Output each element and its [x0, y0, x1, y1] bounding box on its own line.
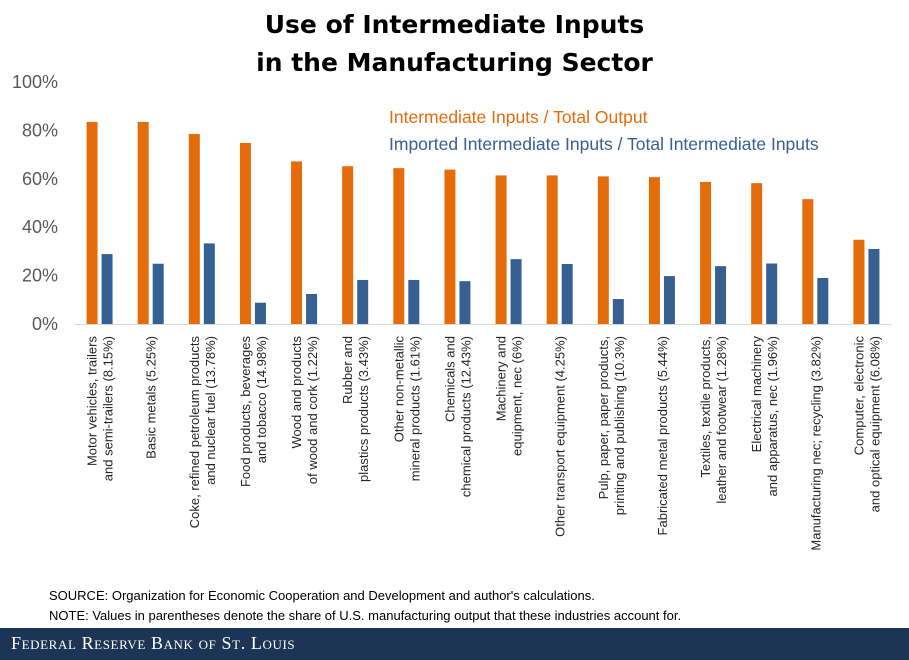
x-category-label: Rubber and [340, 336, 355, 404]
x-category-label: Food products, beverages [238, 336, 253, 488]
footer-bar: Federal Reserve Bank of St. Louis [0, 628, 909, 660]
y-tick-label: 80% [22, 120, 58, 140]
bar-intermediate-inputs [546, 175, 558, 324]
x-category-label: equipment, nec (6%) [510, 336, 525, 456]
y-tick-label: 0% [32, 314, 58, 334]
x-category-label: of wood and cork (1.22%) [305, 336, 320, 484]
x-category-label: printing and publishing (10.3%) [612, 336, 627, 515]
bar-intermediate-inputs [188, 134, 200, 324]
bar-imported-intermediate-inputs [203, 243, 215, 324]
bar-intermediate-inputs [86, 121, 98, 325]
chart-title-line-1: Use of Intermediate Inputs [264, 10, 645, 39]
x-category-label: Chemicals and [442, 336, 457, 422]
x-category-label: Fabricated metal products (5.44%) [655, 336, 670, 535]
x-category-label: Manufacturing nec; recycling (3.82%) [808, 336, 823, 551]
bar-imported-intermediate-inputs [561, 263, 573, 324]
bar-intermediate-inputs [291, 161, 303, 324]
bar-intermediate-inputs [700, 181, 712, 324]
bar-imported-intermediate-inputs [715, 266, 727, 324]
bar-intermediate-inputs [495, 175, 507, 324]
footer-logo-text: Federal Reserve Bank of St. Louis [11, 633, 296, 653]
x-category-label: and semi-trailers (8.15%) [101, 336, 116, 481]
x-category-label: mineral products (1.61%) [407, 336, 422, 481]
bar-intermediate-inputs [853, 239, 865, 324]
bar-intermediate-inputs [597, 176, 609, 324]
bar-chart: 0% 20% 40% 60% 80% 100% Motor vehicles, traile… [12, 72, 892, 551]
x-category-label: Coke, refined petroleum products [187, 336, 202, 529]
x-category-label: Textiles, textile products, [698, 336, 713, 478]
source-note: SOURCE: Organization for Economic Cooper… [49, 588, 595, 603]
y-tick-label: 20% [22, 266, 58, 286]
x-category-label: Computer, electronic [851, 336, 866, 456]
bar-intermediate-inputs [751, 183, 763, 324]
x-category-label: Machinery and [494, 336, 509, 421]
legend-entry: Imported Intermediate Inputs / Total Int… [389, 134, 819, 154]
x-category-label: Basic metals (5.25%) [144, 336, 159, 459]
bar-imported-intermediate-inputs [306, 293, 318, 324]
bar-imported-intermediate-inputs [152, 263, 164, 324]
bar-intermediate-inputs [393, 168, 405, 324]
bar-intermediate-inputs [444, 169, 456, 324]
bar-intermediate-inputs [342, 166, 354, 324]
x-category-label: Other transport equipment (4.25%) [553, 336, 568, 537]
bar-intermediate-inputs [137, 121, 149, 325]
x-category-label: Pulp, paper, paper products, [596, 336, 611, 499]
legend-entry: Intermediate Inputs / Total Output [389, 107, 648, 127]
bar-intermediate-inputs [648, 177, 660, 324]
x-category-label: and apparatus, nec (1.96%) [765, 336, 780, 496]
values-note: NOTE: Values in parentheses denote the s… [49, 608, 682, 623]
bar-imported-intermediate-inputs [459, 281, 471, 324]
x-category-label: leather and footwear (1.28%) [714, 336, 729, 504]
bar-intermediate-inputs [239, 142, 251, 324]
x-category-label: chemical products (12.43%) [458, 336, 473, 497]
chart-notes: SOURCE: Organization for Economic Cooper… [49, 586, 681, 626]
bar-imported-intermediate-inputs [357, 279, 369, 324]
y-tick-label: 60% [22, 169, 58, 189]
chart-title: Use of Intermediate Inputs in the Manufa… [0, 6, 909, 82]
bar-imported-intermediate-inputs [612, 299, 624, 324]
bar-imported-intermediate-inputs [101, 254, 113, 324]
x-category-label: Other non-metallic [391, 336, 406, 443]
bar-imported-intermediate-inputs [766, 263, 778, 324]
bar-imported-intermediate-inputs [663, 276, 675, 324]
y-tick-label: 100% [12, 72, 58, 92]
x-category-label: Electrical machinery [749, 336, 764, 453]
x-category-label: Wood and products [289, 336, 304, 449]
y-tick-label: 40% [22, 217, 58, 237]
x-category-label: and optical equipment (6.08%) [867, 336, 882, 512]
bar-imported-intermediate-inputs [408, 279, 420, 324]
x-category-label: and nuclear fuel (13.78%) [203, 336, 218, 485]
chart-title-line-2: in the Manufacturing Sector [256, 48, 653, 77]
bar-intermediate-inputs [802, 199, 814, 324]
bar-imported-intermediate-inputs [510, 259, 522, 324]
bar-imported-intermediate-inputs [817, 278, 829, 324]
bar-imported-intermediate-inputs [868, 248, 880, 324]
x-category-label: Motor vehicles, trailers [85, 336, 100, 467]
bar-imported-intermediate-inputs [254, 302, 266, 324]
x-category-label: plastics products (3.43%) [356, 336, 371, 482]
x-category-label: and tobacco (14.98%) [254, 336, 269, 463]
